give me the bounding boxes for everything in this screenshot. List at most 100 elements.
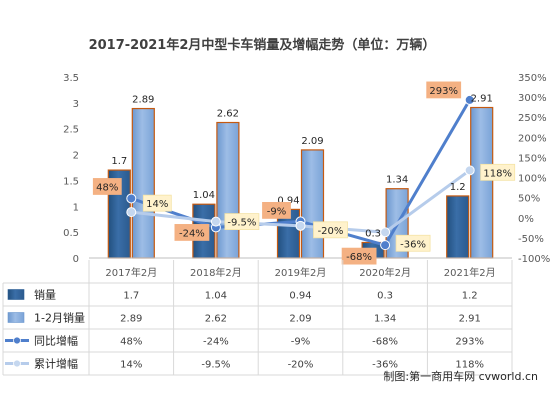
y-tick-label: 3: [73, 99, 79, 110]
chart-title: 2017-2021年2月中型卡车销量及增幅走势（单位：万辆）: [89, 37, 436, 53]
y2-tick-label: 250%: [518, 113, 547, 124]
table-cell: 2.89: [120, 314, 142, 325]
line-label-box: [224, 213, 260, 230]
bar: [300, 149, 325, 259]
table-cell: -9.5%: [201, 360, 230, 371]
x-tick-label: 2017年2月: [105, 266, 157, 279]
bar-data-label: 2.09: [301, 136, 323, 147]
table-cell: 1.34: [374, 314, 396, 325]
y2-tick-label: -100%: [518, 254, 550, 265]
table-cell: -36%: [372, 360, 398, 371]
y-tick-label: 3.5: [63, 73, 79, 84]
line-point: [295, 220, 306, 231]
bar-data-label: 2.62: [217, 109, 239, 120]
line-point: [126, 193, 137, 204]
table-cell: 1.04: [205, 291, 227, 302]
legend-label: 1-2月销量: [34, 311, 85, 325]
x-tick-label: 2020年2月: [359, 266, 411, 279]
data-labels: 1.7 1.04 0.94 0.3 1.2 2.89 2.62 2.09 1.34 2.91 48%…: [92, 81, 516, 265]
line-point: [126, 207, 137, 218]
table-cell: 2.62: [205, 314, 227, 325]
table-cell: 0.94: [289, 291, 311, 302]
line-data-label: -9.5%: [227, 218, 256, 229]
y2-tick-label: 350%: [518, 73, 547, 84]
line-data-label: 48%: [96, 182, 118, 193]
line-label-box: [480, 163, 516, 181]
right-axis: -100% -50% 0% 50% 100% 150% 200% 250% 300% 350%: [518, 73, 550, 265]
credit: 制图:第一商用车网 cvworld.cn: [383, 369, 538, 383]
line-point: [380, 240, 391, 251]
y-tick-label: 2.5: [63, 125, 79, 136]
y-tick-label: 2: [73, 151, 79, 162]
table-cell: -68%: [372, 337, 398, 348]
legend-label: 累计增幅: [34, 357, 78, 371]
bar: [446, 195, 470, 259]
table-cell: -20%: [288, 360, 314, 371]
bar-data-label: 2.89: [132, 95, 154, 106]
bars: [89, 106, 512, 259]
y-tick-label: 0.5: [63, 228, 79, 239]
line-data-label: -68%: [346, 252, 372, 263]
line-data-label: -24%: [179, 228, 205, 239]
line-point: [464, 165, 475, 176]
y2-tick-label: 200%: [518, 133, 547, 144]
y-tick-label: 0: [73, 254, 79, 265]
line-label-box: [174, 224, 210, 241]
bar-data-label: 1.04: [193, 190, 215, 201]
table-cell: 1.7: [123, 291, 139, 302]
y2-tick-label: 50%: [518, 194, 540, 205]
table-cell: 14%: [120, 360, 142, 371]
y-tick-label: 1: [73, 202, 79, 213]
line-point: [210, 216, 221, 227]
line-data-label: -20%: [318, 226, 344, 237]
line-point: [464, 94, 475, 105]
table-cell: 2.09: [289, 314, 311, 325]
line-point: [380, 227, 391, 238]
legend-swatch: [7, 312, 25, 323]
bar: [470, 106, 494, 259]
line-label-box: [341, 247, 377, 265]
lines: [126, 94, 475, 251]
x-tick-label: 2021年2月: [444, 266, 496, 279]
legend-swatch: [7, 289, 25, 300]
table-cell: 2.91: [459, 314, 481, 325]
table-cell: 1.2: [462, 291, 478, 302]
y2-tick-label: 300%: [518, 93, 547, 104]
table-cell: 0.3: [377, 291, 393, 302]
line-label-box: [395, 234, 431, 252]
legend-label: 销量: [34, 288, 56, 302]
y2-tick-label: 0%: [518, 214, 534, 225]
legend-label: 同比增幅: [34, 334, 78, 348]
bar-data-label: 1.2: [450, 182, 466, 193]
table-cell: -24%: [203, 337, 229, 348]
table-cell: 48%: [120, 337, 142, 348]
line-data-label: 14%: [146, 199, 168, 210]
left-axis: 0 0.5 1 1.5 2 2.5 3 3.5: [63, 73, 79, 265]
y-tick-label: 1.5: [63, 176, 79, 187]
line-data-label: -36%: [400, 239, 426, 250]
line-label-box: [426, 81, 462, 99]
line-label-box: [313, 221, 348, 239]
legend-swatch-marker: [13, 336, 21, 345]
line-data-label: 293%: [429, 86, 458, 97]
y2-tick-label: 100%: [518, 174, 547, 185]
bar-data-label: 1.7: [111, 156, 127, 167]
line-label-box: [262, 201, 291, 219]
y2-tick-label: -50%: [518, 234, 544, 245]
bar: [131, 107, 155, 259]
line-label-box: [142, 194, 172, 212]
table-cell: 293%: [455, 337, 484, 348]
bar-data-label: 0.94: [277, 195, 299, 206]
x-tick-label: 2019年2月: [275, 266, 327, 279]
legend-swatch-marker: [13, 359, 21, 368]
table-cell: -9%: [291, 337, 310, 348]
bar: [216, 121, 240, 259]
table-cell: 118%: [455, 360, 484, 371]
line-data-label: 118%: [483, 168, 512, 179]
line-data-label: -9%: [267, 206, 286, 217]
bar-data-label: 1.34: [386, 175, 408, 186]
bar-data-label: 0.3: [365, 228, 381, 239]
bar-data-label: 2.91: [471, 94, 493, 105]
